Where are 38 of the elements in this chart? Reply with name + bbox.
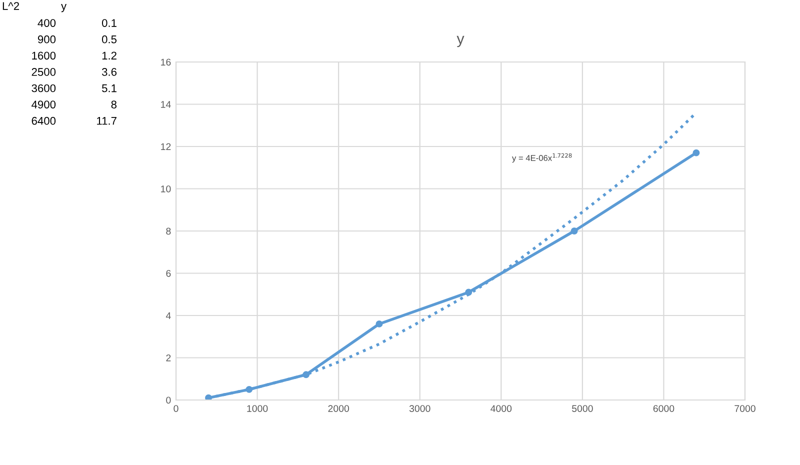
point <box>692 149 700 156</box>
x-tick-label: 1000 <box>247 405 268 412</box>
text: 900 <box>38 35 56 44</box>
text: 0.1 <box>102 19 116 27</box>
y-tick-label: 8 <box>166 228 171 235</box>
text: 3600 <box>32 84 56 92</box>
y-tick-label: 0 <box>166 396 171 404</box>
point <box>376 320 383 328</box>
x-tick-label: 3000 <box>409 405 430 412</box>
text: 5.1 <box>102 84 116 92</box>
text: 1.2 <box>102 52 116 60</box>
y-tick-label: 2 <box>166 354 171 362</box>
text: 4900 <box>32 100 56 108</box>
x-tick-label: 0 <box>174 405 178 412</box>
y-tick-label: 6 <box>166 270 171 277</box>
text: 2500 <box>32 68 56 76</box>
text: 1600 <box>32 52 56 60</box>
x-tick-label: 2000 <box>328 405 350 412</box>
text: L^2 <box>2 2 20 10</box>
text: 3.6 <box>102 68 117 76</box>
chart-title: y <box>456 36 464 48</box>
annotation: y = 4E-06x$^{1.7228}$ <box>512 153 572 163</box>
x-tick-label: 6000 <box>653 405 674 412</box>
text: 6400 <box>32 116 56 125</box>
text: 0.5 <box>102 35 117 44</box>
y-tick-label: 14 <box>161 101 171 108</box>
text: 8 <box>111 100 117 108</box>
text: 11.7 <box>97 117 116 125</box>
y-tick-label: 4 <box>166 312 171 320</box>
y-tick-label: 16 <box>161 58 171 66</box>
text: y <box>61 4 67 12</box>
text: 400 <box>38 19 56 27</box>
y-tick-label: 12 <box>161 143 171 150</box>
x-tick-label: 4000 <box>490 405 512 412</box>
x-tick-label: 5000 <box>572 405 593 412</box>
point <box>570 228 578 234</box>
y-tick-label: 10 <box>161 185 171 192</box>
x-tick-label: 7000 <box>734 405 756 412</box>
